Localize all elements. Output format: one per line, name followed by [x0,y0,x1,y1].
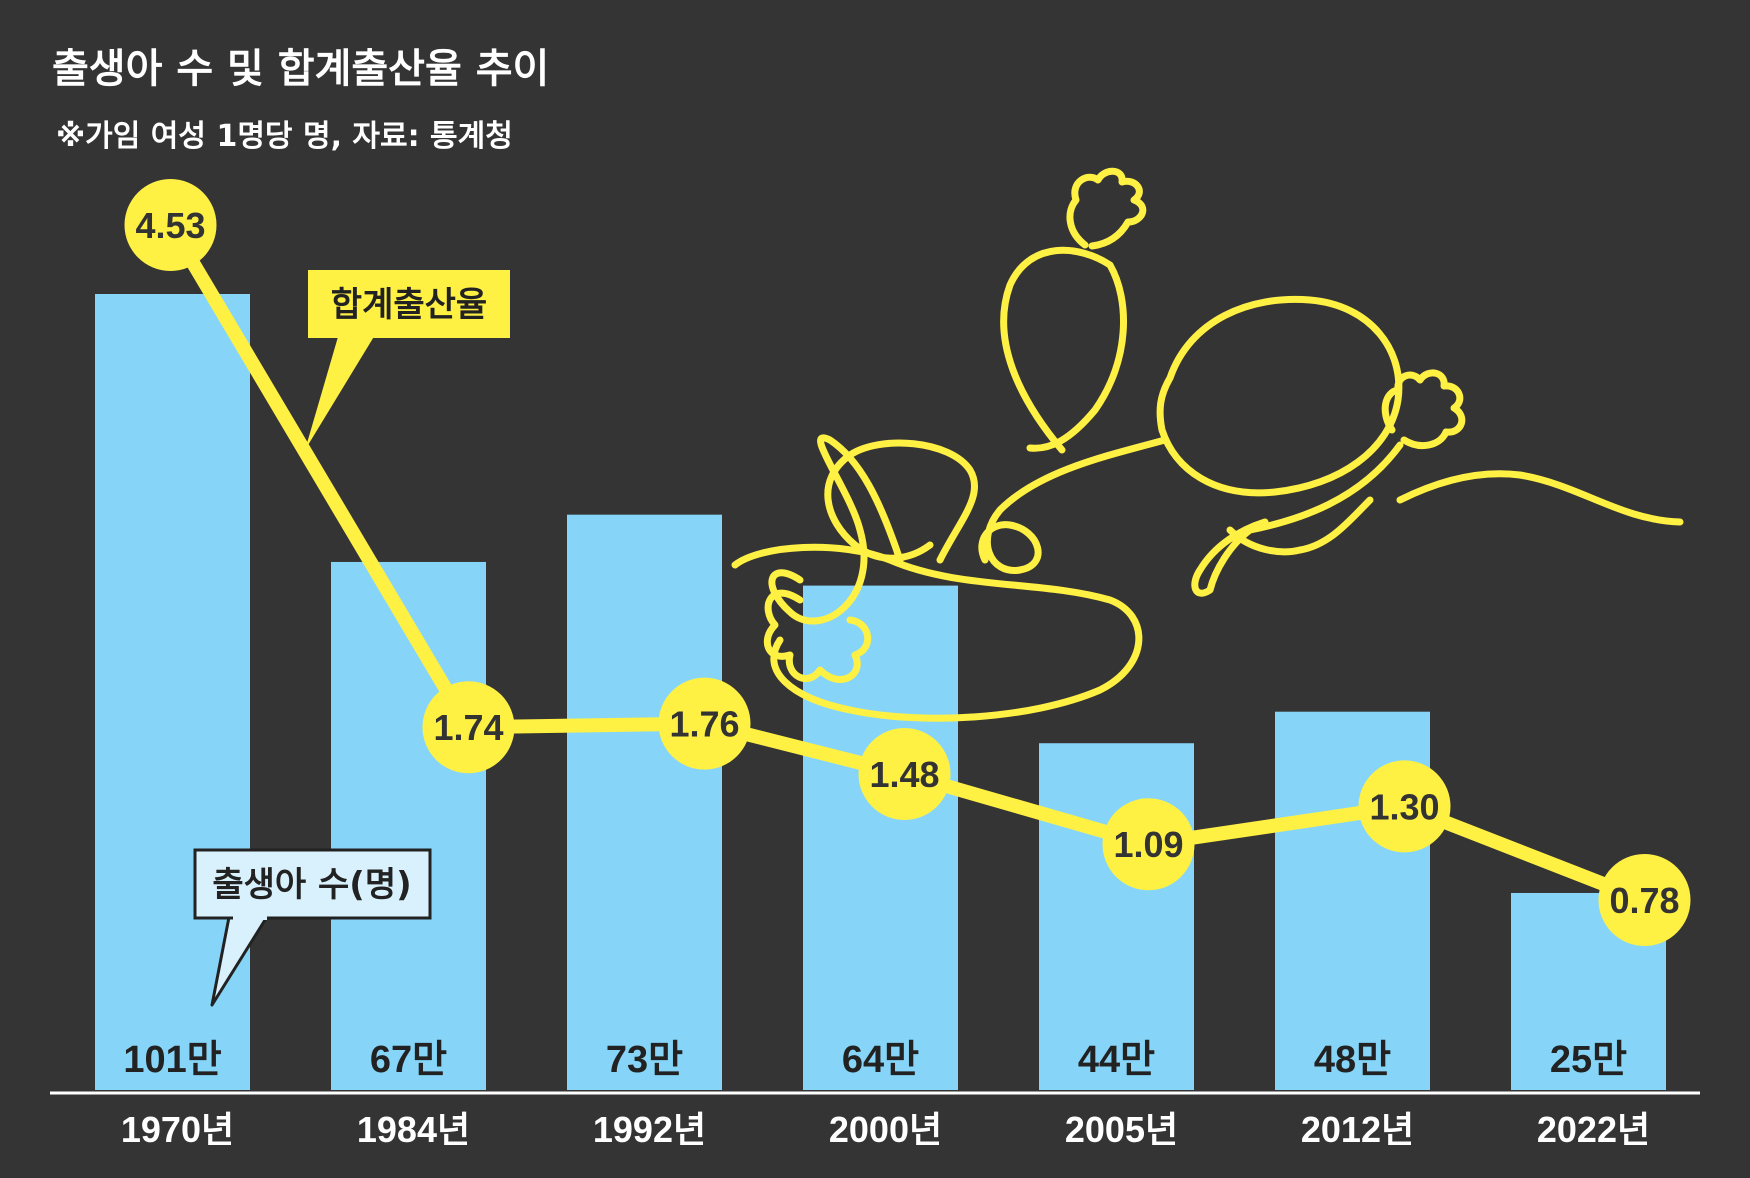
baby-blanket-line [978,436,1169,574]
baby-trailing-line [1396,470,1684,526]
baby-foot-left [763,589,872,683]
x-tick-label: 1984년 [357,1109,470,1150]
baby-line-drawing [731,167,1684,722]
baby-body-outline [1000,246,1127,454]
bar-value-label: 101만 [123,1039,221,1081]
rate-point-2 [422,681,515,774]
rate-point-4 [858,728,951,820]
rate-value-label: 0.78 [1609,880,1679,921]
births-callout: 출생아 수(명) [193,848,432,1007]
bar-value-label: 73만 [606,1039,683,1081]
rate-callout: 합계출산율 [305,270,510,450]
bar-value-label: 25만 [1550,1039,1627,1081]
chart-title: 출생아 수 및 합계출산율 추이 [52,46,549,92]
bar-value-label: 44만 [1078,1039,1155,1081]
bar-3 [567,514,722,1090]
rate-points-layer: 4.53 1.74 1.76 1.48 1.09 1.30 0.78 [124,179,1691,946]
x-tick-label: 2022년 [1537,1109,1650,1150]
births-callout-box [193,848,432,920]
chart-subtitle: ※가임 여성 1명당 명, 자료: 통계청 [56,119,513,154]
bars-layer: 101만 67만 73만 64만 44만 48만 25만 [95,294,1666,1090]
rate-point-1 [124,179,217,271]
baby-raised-hand [1066,167,1147,250]
x-axis-labels: 1970년 1984년 1992년 2000년 2005년 2012년 2022년 [121,1109,1650,1150]
bar-5 [1039,743,1194,1090]
rate-point-6 [1358,760,1451,853]
rate-callout-box [308,270,510,338]
baby-lower-loop [1226,496,1374,556]
baby-leg-right [824,439,978,564]
rate-value-label: 1.74 [433,707,503,748]
rate-value-label: 1.30 [1369,786,1439,827]
bar-value-label: 48만 [1314,1039,1391,1081]
bar-value-label: 64만 [842,1039,919,1081]
x-tick-label: 2005년 [1065,1109,1178,1150]
x-tick-label: 1970년 [121,1109,234,1150]
bar-value-label: 67만 [370,1039,447,1081]
rate-callout-label: 합계출산율 [331,285,487,325]
rate-value-label: 1.09 [1113,824,1183,865]
bar-2 [331,561,486,1090]
rate-value-label: 4.53 [135,205,205,246]
rate-callout-pointer [305,330,378,450]
baby-second-hand [1381,369,1466,450]
x-tick-label: 2012년 [1301,1109,1414,1150]
rate-point-5 [1102,798,1195,891]
rate-value-label: 1.76 [669,704,739,745]
x-tick-label: 1992년 [593,1109,706,1150]
rate-value-label: 1.48 [869,754,939,795]
births-callout-seam [233,914,267,920]
births-callout-label: 출생아 수(명) [212,865,411,905]
x-tick-label: 2000년 [829,1109,942,1150]
bar-4 [803,585,958,1090]
baby-arm [1191,441,1404,597]
rate-point-7 [1598,854,1691,946]
rate-point-3 [658,677,751,770]
